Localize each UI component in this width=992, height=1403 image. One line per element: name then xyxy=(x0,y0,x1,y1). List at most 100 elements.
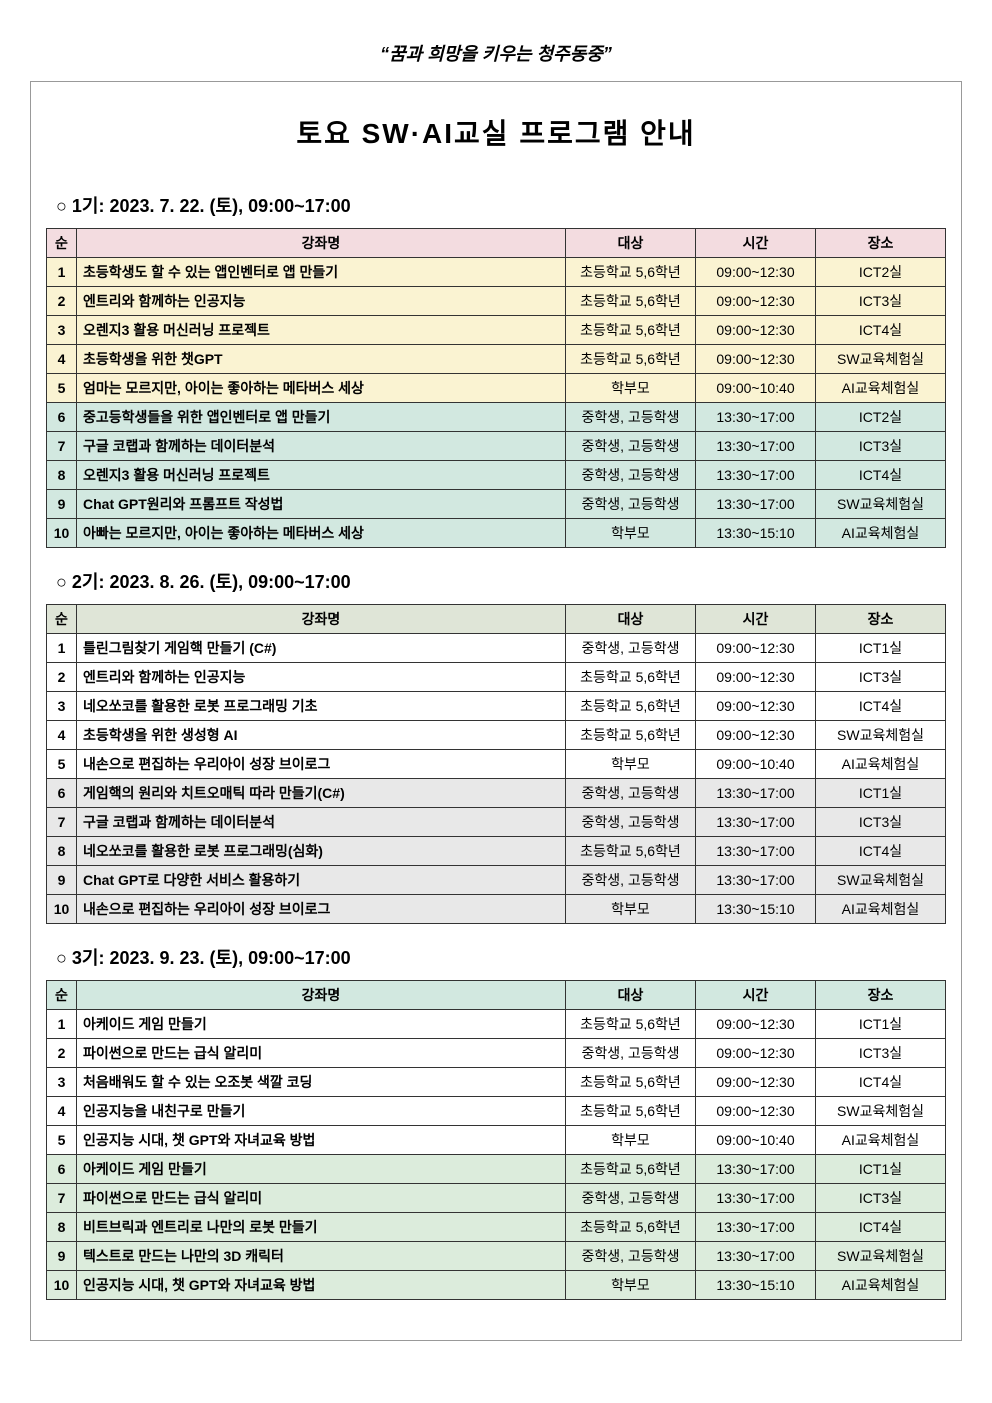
cell-course: 파이썬으로 만드는 급식 알리미 xyxy=(77,1039,566,1068)
cell-course: 비트브릭과 엔트리로 나만의 로봇 만들기 xyxy=(77,1213,566,1242)
cell-num: 5 xyxy=(47,750,77,779)
table-row: 7파이썬으로 만드는 급식 알리미중학생, 고등학생13:30~17:00ICT… xyxy=(47,1184,946,1213)
cell-num: 4 xyxy=(47,1097,77,1126)
cell-target: 중학생, 고등학생 xyxy=(566,490,696,519)
cell-num: 1 xyxy=(47,258,77,287)
cell-place: ICT3실 xyxy=(816,1184,946,1213)
table-header-num: 순 xyxy=(47,229,77,258)
table-row: 1틀린그림찾기 게임핵 만들기 (C#)중학생, 고등학생09:00~12:30… xyxy=(47,634,946,663)
cell-target: 학부모 xyxy=(566,1271,696,1300)
cell-time: 13:30~17:00 xyxy=(696,837,816,866)
cell-time: 13:30~17:00 xyxy=(696,490,816,519)
table-row: 3네오쏘코를 활용한 로봇 프로그래밍 기초초등학교 5,6학년09:00~12… xyxy=(47,692,946,721)
cell-place: SW교육체험실 xyxy=(816,1242,946,1271)
table-row: 7구글 코랩과 함께하는 데이터분석중학생, 고등학생13:30~17:00IC… xyxy=(47,808,946,837)
cell-num: 2 xyxy=(47,1039,77,1068)
cell-num: 8 xyxy=(47,461,77,490)
cell-target: 중학생, 고등학생 xyxy=(566,403,696,432)
cell-course: 오렌지3 활용 머신러닝 프로젝트 xyxy=(77,316,566,345)
cell-course: 네오쏘코를 활용한 로봇 프로그래밍 기초 xyxy=(77,692,566,721)
cell-time: 09:00~12:30 xyxy=(696,1068,816,1097)
cell-target: 초등학교 5,6학년 xyxy=(566,721,696,750)
table-row: 5인공지능 시대, 챗 GPT와 자녀교육 방법학부모09:00~10:40AI… xyxy=(47,1126,946,1155)
cell-place: ICT4실 xyxy=(816,692,946,721)
cell-time: 09:00~10:40 xyxy=(696,750,816,779)
cell-num: 3 xyxy=(47,1068,77,1097)
cell-time: 13:30~17:00 xyxy=(696,808,816,837)
cell-num: 6 xyxy=(47,1155,77,1184)
cell-place: ICT4실 xyxy=(816,1068,946,1097)
cell-place: ICT1실 xyxy=(816,1155,946,1184)
cell-num: 5 xyxy=(47,1126,77,1155)
table-header-place: 장소 xyxy=(816,605,946,634)
cell-num: 10 xyxy=(47,1271,77,1300)
cell-time: 13:30~17:00 xyxy=(696,779,816,808)
cell-time: 09:00~12:30 xyxy=(696,258,816,287)
cell-target: 중학생, 고등학생 xyxy=(566,779,696,808)
cell-time: 09:00~12:30 xyxy=(696,663,816,692)
cell-course: 초등학생을 위한 챗GPT xyxy=(77,345,566,374)
cell-target: 초등학교 5,6학년 xyxy=(566,1010,696,1039)
cell-num: 8 xyxy=(47,837,77,866)
cell-course: 아빠는 모르지만, 아이는 좋아하는 메타버스 세상 xyxy=(77,519,566,548)
cell-course: 구글 코랩과 함께하는 데이터분석 xyxy=(77,432,566,461)
cell-target: 초등학교 5,6학년 xyxy=(566,692,696,721)
cell-course: 구글 코랩과 함께하는 데이터분석 xyxy=(77,808,566,837)
session-table: 순강좌명대상시간장소1틀린그림찾기 게임핵 만들기 (C#)중학생, 고등학생0… xyxy=(46,604,946,924)
cell-num: 4 xyxy=(47,345,77,374)
cell-course: 게임핵의 원리와 치트오매틱 따라 만들기(C#) xyxy=(77,779,566,808)
cell-course: 초등학생도 할 수 있는 앱인벤터로 앱 만들기 xyxy=(77,258,566,287)
cell-place: ICT1실 xyxy=(816,779,946,808)
table-row: 1아케이드 게임 만들기초등학교 5,6학년09:00~12:30ICT1실 xyxy=(47,1010,946,1039)
cell-num: 3 xyxy=(47,692,77,721)
table-row: 1초등학생도 할 수 있는 앱인벤터로 앱 만들기초등학교 5,6학년09:00… xyxy=(47,258,946,287)
cell-course: 아케이드 게임 만들기 xyxy=(77,1010,566,1039)
cell-target: 중학생, 고등학생 xyxy=(566,1242,696,1271)
cell-course: 엔트리와 함께하는 인공지능 xyxy=(77,287,566,316)
cell-target: 학부모 xyxy=(566,374,696,403)
cell-course: 중고등학생들을 위한 앱인벤터로 앱 만들기 xyxy=(77,403,566,432)
table-row: 5내손으로 편집하는 우리아이 성장 브이로그학부모09:00~10:40AI교… xyxy=(47,750,946,779)
main-title: 토요 SW·AI교실 프로그램 안내 xyxy=(46,112,946,152)
session-table: 순강좌명대상시간장소1아케이드 게임 만들기초등학교 5,6학년09:00~12… xyxy=(46,980,946,1300)
table-row: 5엄마는 모르지만, 아이는 좋아하는 메타버스 세상학부모09:00~10:4… xyxy=(47,374,946,403)
cell-target: 초등학교 5,6학년 xyxy=(566,258,696,287)
table-row: 8비트브릭과 엔트리로 나만의 로봇 만들기초등학교 5,6학년13:30~17… xyxy=(47,1213,946,1242)
cell-place: ICT2실 xyxy=(816,258,946,287)
cell-target: 중학생, 고등학생 xyxy=(566,432,696,461)
cell-num: 10 xyxy=(47,895,77,924)
cell-target: 중학생, 고등학생 xyxy=(566,634,696,663)
cell-time: 09:00~10:40 xyxy=(696,374,816,403)
cell-course: 인공지능을 내친구로 만들기 xyxy=(77,1097,566,1126)
cell-time: 13:30~17:00 xyxy=(696,403,816,432)
cell-time: 13:30~17:00 xyxy=(696,1155,816,1184)
cell-place: ICT1실 xyxy=(816,634,946,663)
table-row: 2엔트리와 함께하는 인공지능초등학교 5,6학년09:00~12:30ICT3… xyxy=(47,663,946,692)
cell-time: 09:00~12:30 xyxy=(696,692,816,721)
cell-time: 09:00~12:30 xyxy=(696,287,816,316)
cell-num: 6 xyxy=(47,779,77,808)
table-row: 9Chat GPT원리와 프롬프트 작성법중학생, 고등학생13:30~17:0… xyxy=(47,490,946,519)
cell-target: 초등학교 5,6학년 xyxy=(566,1213,696,1242)
cell-target: 중학생, 고등학생 xyxy=(566,1039,696,1068)
table-row: 8네오쏘코를 활용한 로봇 프로그래밍(심화)초등학교 5,6학년13:30~1… xyxy=(47,837,946,866)
cell-course: 인공지능 시대, 챗 GPT와 자녀교육 방법 xyxy=(77,1271,566,1300)
table-header-time: 시간 xyxy=(696,981,816,1010)
cell-place: ICT4실 xyxy=(816,837,946,866)
cell-time: 13:30~15:10 xyxy=(696,1271,816,1300)
cell-target: 중학생, 고등학생 xyxy=(566,461,696,490)
document-frame: 토요 SW·AI교실 프로그램 안내 ○ 1기: 2023. 7. 22. (토… xyxy=(30,81,962,1341)
cell-time: 09:00~12:30 xyxy=(696,1097,816,1126)
cell-time: 13:30~17:00 xyxy=(696,461,816,490)
cell-time: 13:30~17:00 xyxy=(696,1242,816,1271)
cell-place: ICT3실 xyxy=(816,1039,946,1068)
cell-num: 2 xyxy=(47,663,77,692)
table-row: 4초등학생을 위한 생성형 AI초등학교 5,6학년09:00~12:30SW교… xyxy=(47,721,946,750)
table-row: 4인공지능을 내친구로 만들기초등학교 5,6학년09:00~12:30SW교육… xyxy=(47,1097,946,1126)
cell-num: 3 xyxy=(47,316,77,345)
table-header-target: 대상 xyxy=(566,605,696,634)
cell-time: 09:00~12:30 xyxy=(696,721,816,750)
table-row: 7구글 코랩과 함께하는 데이터분석중학생, 고등학생13:30~17:00IC… xyxy=(47,432,946,461)
cell-target: 학부모 xyxy=(566,750,696,779)
cell-time: 09:00~12:30 xyxy=(696,316,816,345)
